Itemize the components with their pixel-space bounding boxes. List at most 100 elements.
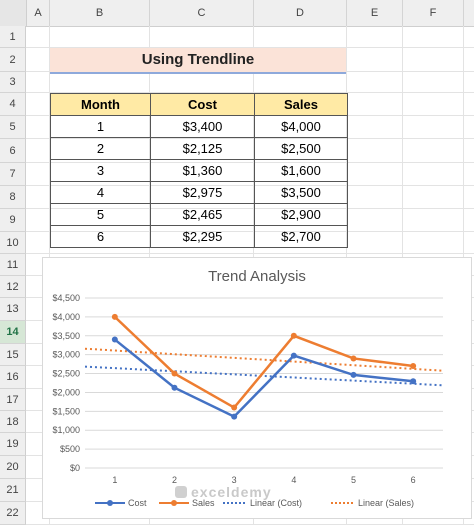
legend-sales-marker-icon (159, 500, 189, 506)
row-header-18[interactable]: 18 (0, 411, 26, 433)
sales-cell[interactable]: $2,900 (254, 203, 348, 226)
sales-cell[interactable]: $1,600 (254, 159, 348, 182)
column-header-a[interactable]: A (27, 0, 50, 26)
row-header-3[interactable]: 3 (0, 72, 26, 93)
data-point-cost (111, 336, 118, 343)
cost-cell[interactable]: $2,975 (150, 181, 255, 204)
month-cell[interactable]: 4 (50, 181, 151, 204)
row-header-12[interactable]: 12 (0, 276, 26, 298)
row-header-22[interactable]: 22 (0, 502, 26, 525)
month-cell[interactable]: 3 (50, 159, 151, 182)
header-cost[interactable]: Cost (150, 93, 255, 116)
y-tick-label: $500 (60, 444, 80, 454)
month-cell[interactable]: 1 (50, 115, 151, 138)
sales-cell[interactable]: $4,000 (254, 115, 348, 138)
sales-cell[interactable]: $2,700 (254, 225, 348, 248)
row-header-20[interactable]: 20 (0, 456, 26, 479)
table-row: 5 $2,465 $2,900 (50, 203, 348, 226)
legend-label-linear-sales: Linear (Sales) (358, 498, 415, 508)
row-header-19[interactable]: 19 (0, 433, 26, 456)
y-tick-label: $2,500 (52, 369, 80, 379)
sales-cell[interactable]: $3,500 (254, 181, 348, 204)
row-header-16[interactable]: 16 (0, 366, 26, 389)
data-point-sales (111, 313, 118, 320)
watermark: exceldemy (175, 484, 272, 500)
x-tick-label: 5 (351, 475, 356, 485)
x-tick-label: 1 (112, 475, 117, 485)
cost-cell[interactable]: $3,400 (150, 115, 255, 138)
row-header-13[interactable]: 13 (0, 298, 26, 321)
row-header-17[interactable]: 17 (0, 389, 26, 411)
legend-item-linear-cost[interactable]: Linear (Cost) (223, 498, 302, 508)
trend-chart[interactable]: Trend Analysis $0 $500 $1,000 $1,500 $2,000 $… (42, 257, 472, 519)
y-tick-label: $4,500 (52, 293, 80, 303)
column-header-c[interactable]: C (150, 0, 254, 26)
x-tick-label: 6 (411, 475, 416, 485)
month-cell[interactable]: 6 (50, 225, 151, 248)
select-all-corner[interactable] (0, 0, 27, 26)
y-tick-label: $1,500 (52, 406, 80, 416)
legend-item-sales[interactable]: Sales (159, 498, 215, 508)
row-header-15[interactable]: 15 (0, 344, 26, 366)
row-header-6[interactable]: 6 (0, 139, 26, 163)
cost-cell[interactable]: $1,360 (150, 159, 255, 182)
y-tick-label: $3,500 (52, 331, 80, 341)
row-gridline (26, 92, 474, 93)
column-header-d[interactable]: D (254, 0, 347, 26)
legend-item-cost[interactable]: Cost (95, 498, 147, 508)
legend-cost-marker-icon (95, 500, 125, 506)
y-tick-label: $4,000 (52, 312, 80, 322)
table-row: 6 $2,295 $2,700 (50, 225, 348, 248)
header-month[interactable]: Month (50, 93, 151, 116)
series-line-sales (113, 315, 414, 410)
column-header-bar: A B C D E F (0, 0, 474, 27)
column-header-e[interactable]: E (347, 0, 403, 26)
trendline-cost (84, 365, 444, 387)
data-point-cost (171, 384, 178, 391)
row-header-1[interactable]: 1 (0, 26, 26, 48)
data-point-sales (231, 404, 238, 411)
legend-item-linear-sales[interactable]: Linear (Sales) (331, 498, 414, 508)
x-tick-label: 2 (172, 475, 177, 485)
legend-label-sales: Sales (192, 498, 215, 508)
row-header-21[interactable]: 21 (0, 479, 26, 502)
row-gridline (26, 253, 474, 254)
column-header-f[interactable]: F (403, 0, 464, 26)
table-row: 4 $2,975 $3,500 (50, 181, 348, 204)
month-cell[interactable]: 2 (50, 137, 151, 160)
y-tick-label: $1,000 (52, 425, 80, 435)
row-header-9[interactable]: 9 (0, 209, 26, 232)
table-row: 1 $3,400 $4,000 (50, 115, 348, 138)
legend-label-cost: Cost (128, 498, 147, 508)
data-point-sales (350, 355, 357, 362)
row-header-5[interactable]: 5 (0, 116, 26, 139)
watermark-text: exceldemy (191, 484, 272, 500)
sales-cell[interactable]: $2,500 (254, 137, 348, 160)
month-cell[interactable]: 5 (50, 203, 151, 226)
chart-legend[interactable]: Cost Sales Linear (Cost) Linear (Sales) (43, 498, 471, 514)
data-point-sales (171, 370, 178, 377)
cost-cell[interactable]: $2,125 (150, 137, 255, 160)
chart-title[interactable]: Trend Analysis (208, 268, 306, 285)
row-header-7[interactable]: 7 (0, 163, 26, 186)
data-point-cost (231, 413, 238, 420)
series-line-cost (114, 338, 414, 419)
header-sales[interactable]: Sales (254, 93, 348, 116)
row-header-8[interactable]: 8 (0, 186, 26, 209)
data-point-cost (350, 371, 357, 378)
legend-label-linear-cost: Linear (Cost) (250, 498, 303, 508)
column-header-b[interactable]: B (50, 0, 150, 26)
data-point-sales (290, 332, 297, 339)
sheet-title[interactable]: Using Trendline (50, 48, 346, 74)
cost-cell[interactable]: $2,295 (150, 225, 255, 248)
row-header-10[interactable]: 10 (0, 232, 26, 254)
legend-linear-cost-line-icon (223, 502, 247, 504)
row-header-11[interactable]: 11 (0, 254, 26, 276)
chart-plot-area[interactable]: $0 $500 $1,000 $1,500 $2,000 $2,500 $3,000 $3,5… (43, 288, 471, 518)
row-header-2[interactable]: 2 (0, 48, 26, 72)
y-tick-label: $2,000 (52, 387, 80, 397)
data-table: Month Cost Sales 1 $3,400 $4,000 2 $2,12… (50, 93, 348, 248)
cost-cell[interactable]: $2,465 (150, 203, 255, 226)
row-header-4[interactable]: 4 (0, 93, 26, 116)
row-header-14[interactable]: 14 (0, 321, 26, 344)
